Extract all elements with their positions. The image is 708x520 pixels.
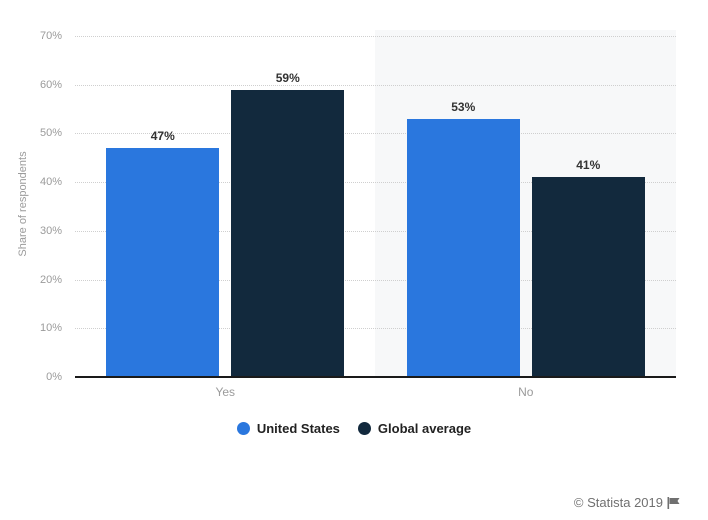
y-tick-label: 50% xyxy=(39,127,62,140)
category-label-no: No xyxy=(518,385,534,399)
bar-yes-global-average xyxy=(231,89,345,377)
y-tick-label: 20% xyxy=(39,273,62,286)
gridline-30 xyxy=(75,230,676,232)
bar-no-united-states xyxy=(406,118,520,377)
y-tick-label: 60% xyxy=(39,78,62,91)
value-label: 53% xyxy=(451,99,476,114)
legend: United States Global average xyxy=(0,421,708,436)
legend-swatch xyxy=(236,422,250,435)
y-tick-label: 40% xyxy=(39,176,62,189)
credit-text: © Statista 2019 xyxy=(573,495,663,510)
value-label: 59% xyxy=(275,70,300,85)
gridline-40 xyxy=(75,182,676,184)
gridline-60 xyxy=(75,84,676,86)
plot-area: 47% 59% 53% 41% xyxy=(75,30,676,378)
bar-yes-united-states xyxy=(106,148,220,377)
legend-label: United States xyxy=(256,421,340,436)
gridline-70 xyxy=(75,36,676,37)
gridline-50 xyxy=(75,133,676,135)
y-tick-label: 10% xyxy=(39,322,62,335)
value-label: 47% xyxy=(150,129,175,144)
legend-label: Global average xyxy=(377,421,472,436)
bar-no-global-average xyxy=(531,177,645,377)
gridline-10 xyxy=(75,328,676,330)
legend-item-global-average: Global average xyxy=(357,421,472,436)
y-tick-label: 30% xyxy=(39,224,62,237)
y-tick-label: 0% xyxy=(46,371,62,383)
legend-swatch xyxy=(357,422,371,435)
flag-icon xyxy=(667,496,680,510)
statista-credit: © Statista 2019 xyxy=(574,495,680,510)
legend-item-united-states: United States xyxy=(236,421,340,436)
value-label: 41% xyxy=(576,158,601,173)
y-axis-title: Share of respondents xyxy=(17,151,29,257)
x-axis-line xyxy=(75,376,676,378)
category-label-yes: Yes xyxy=(215,385,236,399)
gridline-20 xyxy=(75,279,676,281)
y-tick-label: 70% xyxy=(39,30,62,42)
